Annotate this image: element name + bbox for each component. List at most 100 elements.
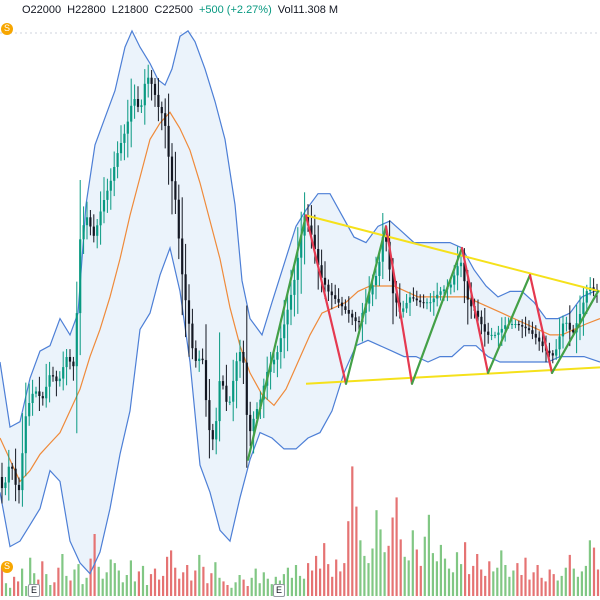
candle-body: [534, 333, 537, 338]
candle-body: [408, 297, 412, 303]
volume-bar: [218, 577, 221, 597]
candle-body: [48, 375, 51, 387]
candle-body: [21, 453, 24, 491]
volume-bar: [109, 559, 112, 596]
volume-bar: [592, 547, 596, 596]
volume-bar: [395, 497, 398, 596]
volume-bar: [129, 560, 132, 596]
candle-body: [147, 77, 150, 84]
candle-body: [17, 484, 21, 491]
candle-body: [82, 225, 85, 240]
candle-body: [255, 409, 259, 419]
volume-bar: [379, 529, 382, 596]
volume-bar: [133, 581, 136, 596]
volume-bar: [564, 567, 567, 596]
candle-body: [116, 153, 119, 167]
volume-bar: [500, 550, 503, 596]
candle-body: [72, 361, 75, 367]
candle-body: [204, 360, 208, 401]
candle-body: [300, 235, 303, 258]
candle-body: [493, 334, 497, 336]
volume-bar: [548, 569, 551, 596]
zigzag-up-leg: [246, 214, 308, 461]
candle-body: [425, 302, 429, 304]
volume-bar: [488, 561, 491, 596]
volume-bar: [230, 587, 233, 596]
volume-bar: [351, 466, 354, 596]
volume-bar: [294, 565, 298, 596]
volume-bar: [13, 576, 16, 596]
earnings-icon[interactable]: E: [273, 584, 285, 597]
candle-body: [565, 322, 568, 324]
candle-body: [225, 385, 228, 402]
candle-body: [133, 99, 136, 106]
candle-body: [415, 298, 418, 301]
candle-body: [45, 386, 48, 399]
volume-bar: [25, 586, 28, 596]
candle-body: [391, 269, 395, 294]
volume-bar: [162, 575, 165, 596]
volume-bar: [113, 563, 116, 596]
candle-body: [402, 308, 405, 312]
volume-bar: [302, 578, 306, 596]
volume-bar: [81, 584, 84, 596]
candle-body: [55, 376, 58, 382]
candle-body: [432, 298, 435, 303]
band-area: [0, 30, 600, 574]
candle-body: [429, 302, 432, 304]
candle-body: [456, 266, 459, 276]
earnings-icon[interactable]: E: [28, 584, 40, 597]
candle-body: [568, 322, 571, 330]
candle-body: [143, 83, 146, 106]
volume-bar: [258, 583, 261, 596]
candles[interactable]: [0, 64, 599, 507]
candle-body: [310, 225, 313, 235]
volume-bar: [508, 576, 511, 596]
candle-body: [524, 326, 527, 329]
volume-bar: [49, 585, 52, 596]
candle-body: [184, 274, 187, 301]
candle-body: [357, 321, 361, 323]
volume-bar: [250, 577, 253, 597]
candle-body: [109, 180, 112, 191]
candle-body: [65, 357, 68, 368]
volume-bar: [576, 576, 579, 596]
candle-body: [140, 105, 143, 107]
volume-bar: [435, 561, 438, 596]
volume-bar: [222, 581, 225, 596]
volume-bar: [290, 577, 293, 597]
dividend-icon[interactable]: S: [1, 561, 13, 573]
candle-body: [160, 107, 163, 114]
candle-body: [123, 133, 126, 143]
volume-bar: [298, 575, 302, 596]
volume-bar: [427, 514, 430, 596]
volume-bar: [512, 570, 515, 596]
volume-bar: [367, 563, 370, 596]
candle-body: [317, 249, 320, 266]
volume-bar: [468, 574, 471, 596]
close-value: C22500: [154, 4, 193, 16]
candle-body: [113, 167, 116, 181]
volume-bar: [105, 572, 108, 596]
candle-body: [119, 143, 123, 154]
candle-body: [4, 482, 7, 488]
volume-bar: [97, 566, 100, 596]
candle-body: [89, 217, 92, 227]
volume-bar: [439, 544, 442, 596]
dividend-icon[interactable]: S: [1, 23, 13, 35]
volume-bar: [121, 582, 124, 596]
volume-bar: [198, 554, 201, 596]
volume-bar: [174, 567, 177, 596]
candle-body: [28, 403, 31, 417]
candle-body: [242, 352, 245, 363]
candle-body: [412, 297, 415, 299]
volume-bar: [214, 562, 217, 596]
candle-body: [92, 226, 95, 236]
volume-bar: [141, 565, 145, 596]
candle-body: [371, 285, 374, 295]
candle-body: [323, 277, 327, 285]
volume-bar: [375, 510, 378, 596]
volume-bar: [85, 577, 88, 597]
